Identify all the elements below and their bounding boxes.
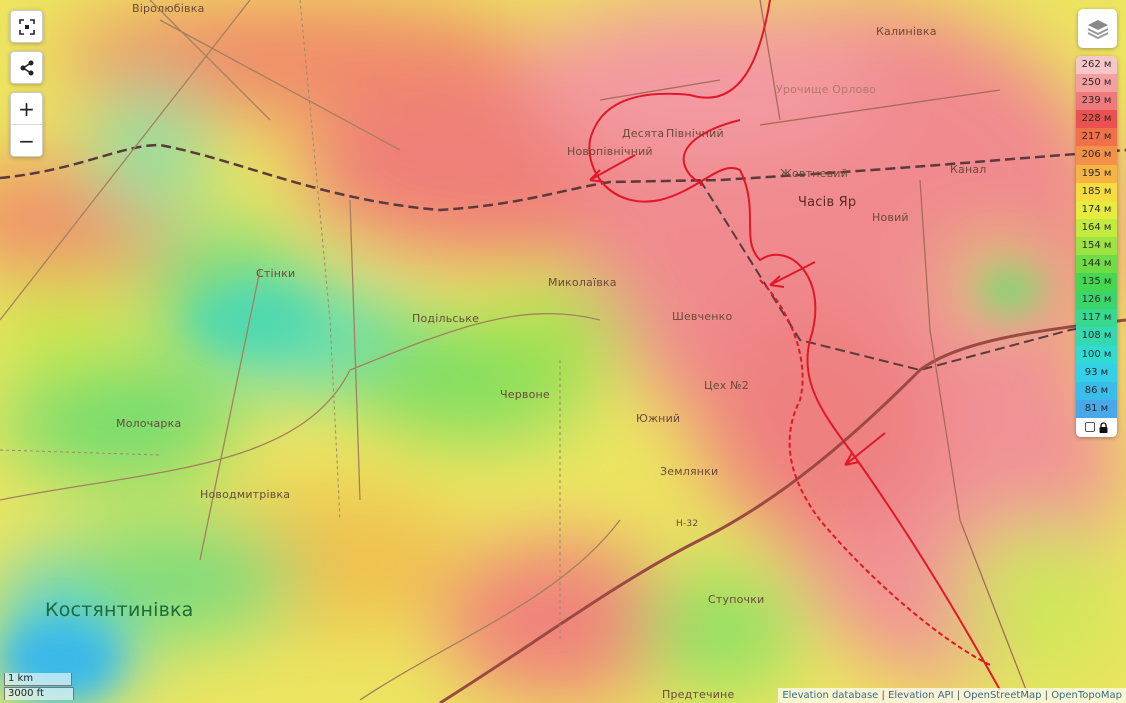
legend-level: 164 м	[1076, 218, 1117, 237]
fullscreen-button[interactable]	[10, 10, 43, 43]
road	[0, 0, 561, 640]
place-label: Жовтневий	[780, 167, 849, 180]
legend-level: 100 м	[1076, 345, 1117, 364]
legend-level: 93 м	[1076, 363, 1117, 382]
place-label: Молочарка	[116, 417, 182, 430]
frontline-arrow	[844, 432, 886, 466]
legend-level: 195 м	[1076, 164, 1117, 183]
place-label: Подільське	[412, 312, 480, 325]
attribution-link[interactable]: OpenTopoMap	[1051, 690, 1122, 701]
zoom-in-button[interactable]: +	[18, 96, 35, 121]
scale-bar: 1 km 3000 ft	[4, 673, 74, 700]
legend-level: 144 м	[1076, 255, 1117, 274]
frontline-arrow	[589, 154, 636, 183]
place-label: Южний	[636, 412, 681, 425]
legend-level: 174 м	[1076, 200, 1117, 219]
legend-level: 154 м	[1076, 236, 1117, 256]
place-label: Цех №2	[704, 379, 749, 392]
legend-level: 126 м	[1076, 291, 1117, 310]
legend-level: 228 м	[1076, 110, 1117, 129]
attribution-link[interactable]: OpenStreetMap	[963, 690, 1042, 701]
scale-metric: 1 km	[4, 673, 72, 686]
elevation-legend: 262 м 250 м 239 м 228 м 217 м 206 м 195 м 185 м…	[1076, 56, 1117, 437]
road	[599, 0, 1031, 701]
frontline-arrow	[769, 261, 816, 288]
legend-level: 206 м	[1076, 146, 1117, 165]
railway	[0, 143, 1126, 212]
frontline	[682, 119, 741, 186]
layers-button[interactable]	[1078, 9, 1117, 48]
legend-level: 185 м	[1076, 182, 1117, 201]
city-label: Костянтинівка	[45, 599, 194, 621]
place-label: Калинівка	[876, 25, 937, 38]
legend-footer	[1076, 417, 1117, 437]
legend-level: 239 м	[1076, 92, 1117, 111]
attribution-link[interactable]: Elevation API	[888, 690, 954, 701]
place-label: Новий	[872, 211, 909, 224]
place-label: Землянки	[660, 465, 719, 478]
highway-h32	[439, 318, 1126, 703]
place-label: Урочище Орлово	[776, 83, 877, 96]
scale-imperial: 3000 ft	[4, 687, 74, 700]
place-label: Новодмитрівка	[200, 488, 291, 501]
place-label: Десята	[622, 127, 665, 140]
attribution: Elevation database | Elevation API | Ope…	[778, 688, 1126, 703]
place-label: Канал	[950, 163, 987, 176]
attribution-link[interactable]: Elevation database	[782, 690, 879, 701]
place-label: Новопівнічний	[567, 145, 653, 158]
legend-level: 250 м	[1076, 74, 1117, 93]
zoom-control: + −	[10, 92, 43, 157]
layers-icon	[1087, 19, 1108, 39]
fullscreen-icon[interactable]	[11, 11, 42, 42]
place-label: Червоне	[500, 388, 550, 401]
zoom-out-button[interactable]: −	[11, 124, 42, 156]
legend-level: 108 м	[1076, 327, 1117, 346]
legend-checkbox[interactable]	[1085, 422, 1095, 433]
place-label: Стінки	[256, 267, 296, 280]
legend-level: 135 м	[1076, 273, 1117, 292]
road-label: H-32	[676, 519, 699, 529]
legend-level: 217 м	[1076, 128, 1117, 147]
place-label: Часів Яр	[798, 195, 857, 210]
legend-level: 262 м	[1076, 56, 1117, 75]
place-label: Північний	[666, 127, 724, 140]
legend-level: 117 м	[1076, 309, 1117, 328]
place-label: Ступочки	[708, 593, 765, 606]
road	[0, 0, 621, 701]
share-button[interactable]	[10, 51, 43, 84]
place-label: Віролюбівка	[132, 2, 205, 15]
frontline-layer	[588, 0, 1001, 691]
place-label: Миколаївка	[548, 276, 617, 289]
legend-level: 81 м	[1076, 399, 1117, 418]
place-label: Предтечине	[662, 688, 735, 701]
place-label: Шевченко	[672, 310, 733, 323]
frontline	[759, 279, 991, 666]
legend-level: 86 м	[1076, 381, 1117, 400]
frontline	[588, 0, 1001, 691]
share-icon[interactable]	[11, 52, 42, 83]
lock-icon[interactable]	[1099, 422, 1108, 433]
